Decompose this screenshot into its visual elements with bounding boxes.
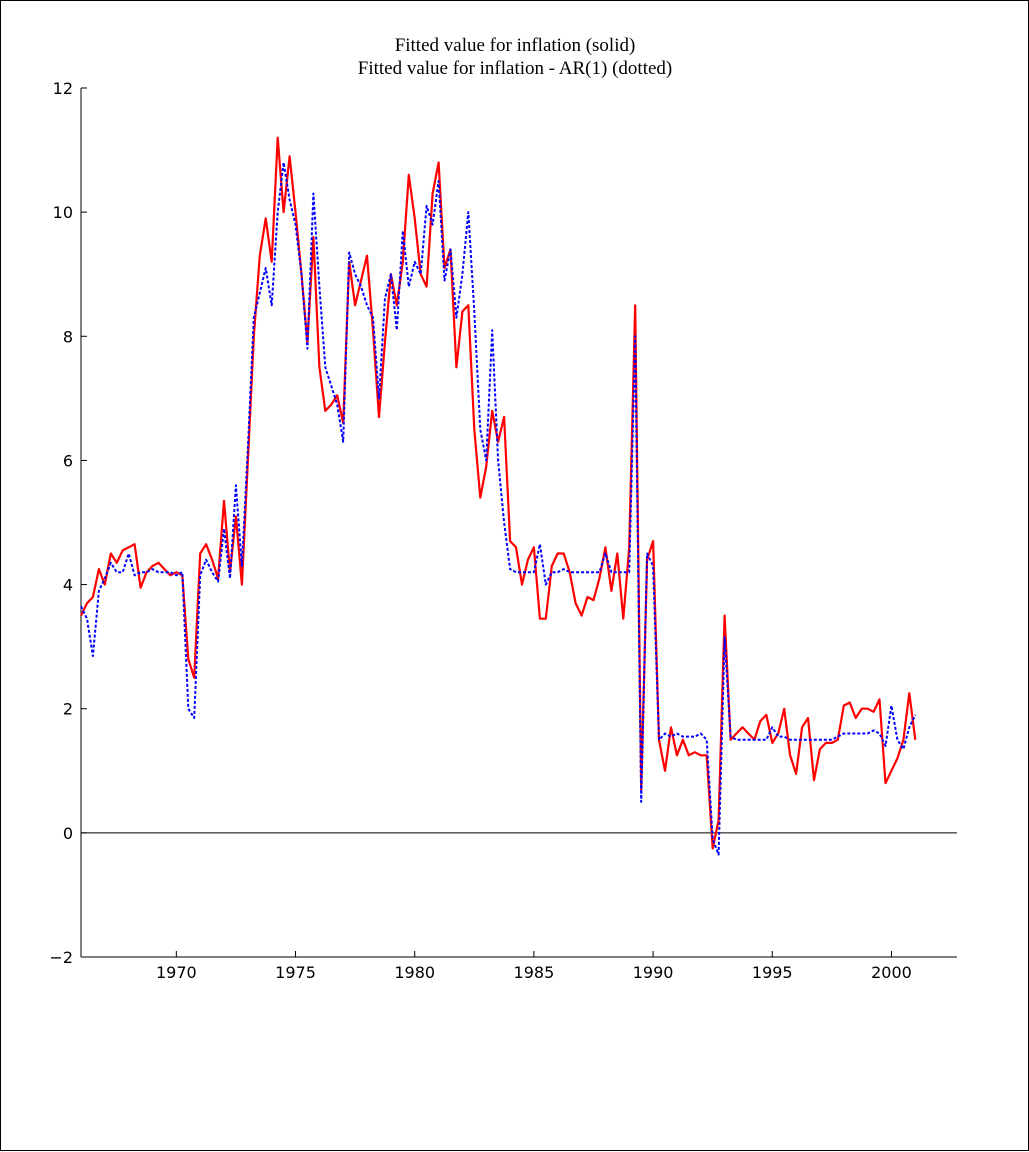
x-tick-label: 1985	[514, 963, 555, 982]
x-tick-label: 2000	[871, 963, 912, 982]
x-tick-label: 1975	[275, 963, 316, 982]
series-line-fitted	[80, 136, 917, 850]
x-tick-label: 1980	[394, 963, 435, 982]
y-tick-label: 4	[63, 576, 73, 595]
y-tick-label: −2	[49, 948, 73, 967]
x-tick-label: 1995	[752, 963, 793, 982]
y-tick-label: 10	[53, 203, 73, 222]
y-tick-label: 12	[53, 79, 73, 98]
chart-title: Fitted value for inflation (solid)	[395, 35, 636, 56]
axes: −2 0 2 4 6 8 10 12 1970 1975 1980 1985 1990 1995 2000	[49, 79, 957, 982]
y-tick-label: 6	[63, 451, 73, 470]
chart-subtitle: Fitted value for inflation - AR(1) (dott…	[358, 58, 672, 79]
y-tick-label: 0	[63, 824, 73, 843]
y-tick-label: 2	[63, 700, 73, 719]
series-layer	[80, 136, 917, 856]
x-tick-label: 1970	[156, 963, 197, 982]
y-tick-label: 8	[63, 327, 73, 346]
series-line-ar1-fitted	[80, 161, 917, 856]
x-tick-label: 1990	[633, 963, 674, 982]
